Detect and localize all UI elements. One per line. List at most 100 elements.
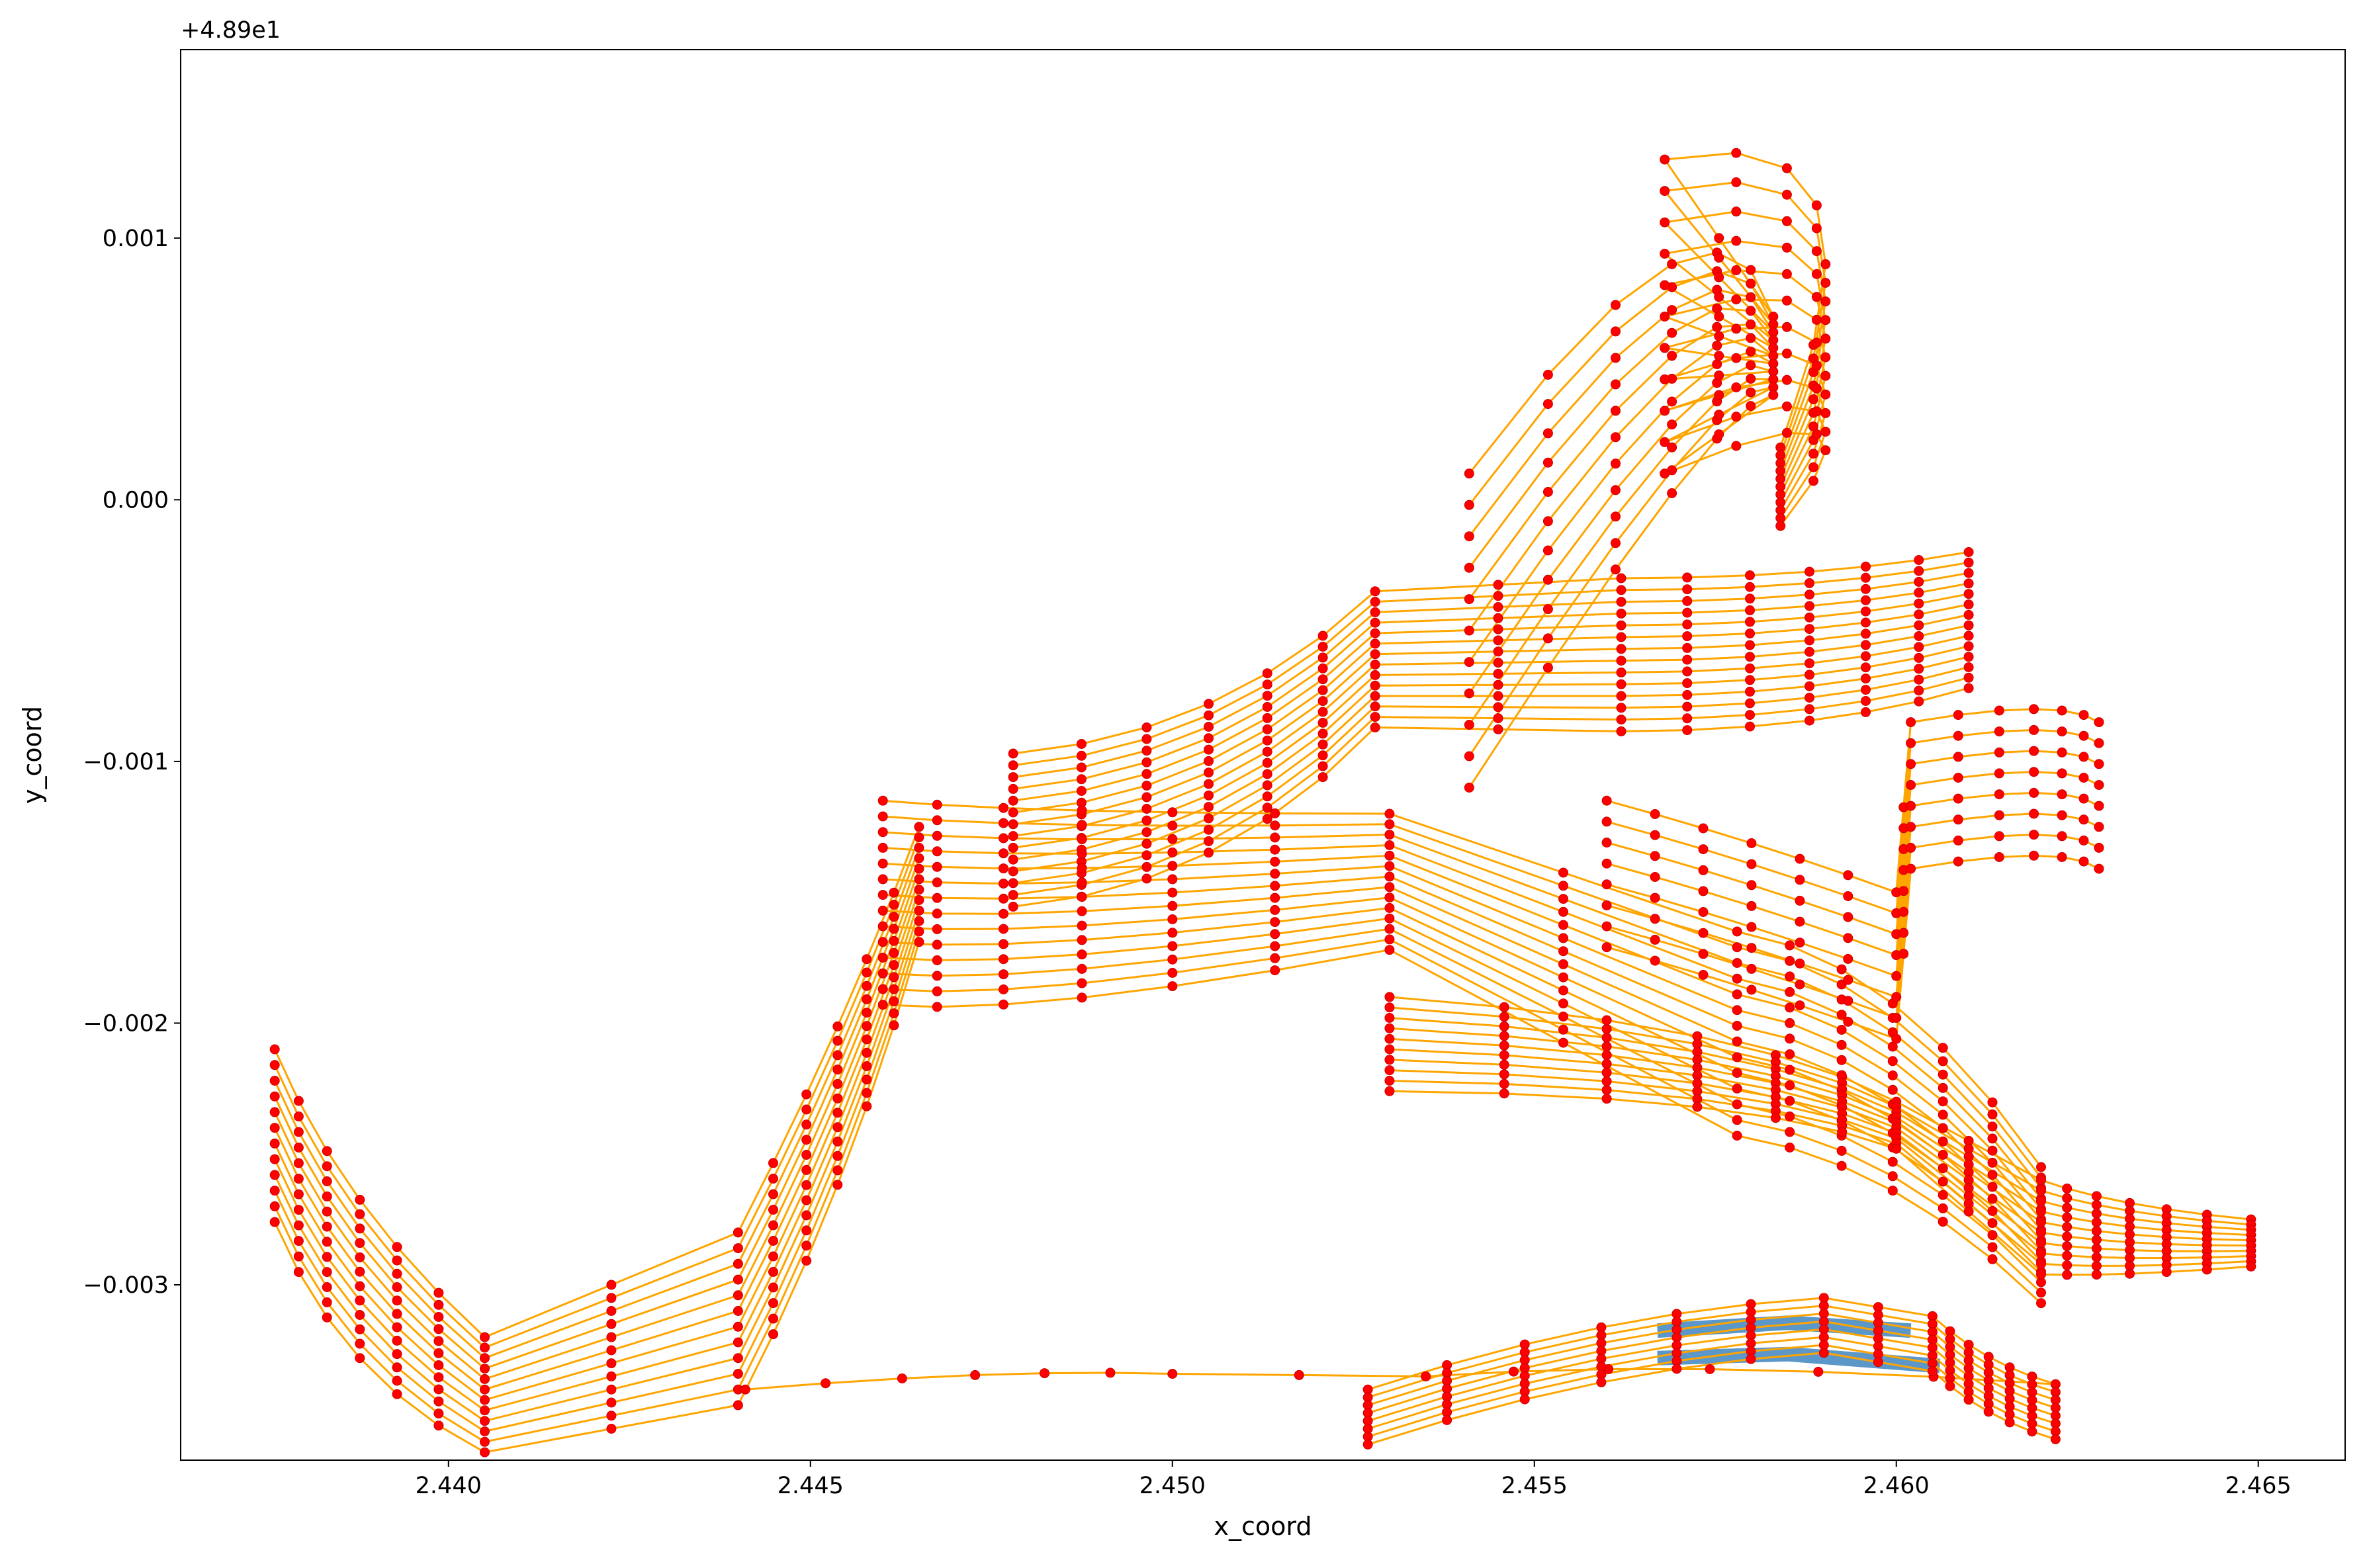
data-point: [392, 1322, 402, 1332]
data-point: [480, 1436, 490, 1447]
data-point: [932, 1002, 942, 1012]
data-point: [2091, 1199, 2102, 1210]
data-point: [1732, 1020, 1742, 1031]
data-point: [480, 1447, 490, 1458]
data-point: [1682, 619, 1693, 630]
data-point: [1384, 1055, 1395, 1065]
data-point: [1938, 1150, 1948, 1160]
data-point: [1746, 838, 1757, 848]
data-point: [293, 1220, 304, 1231]
data-point: [392, 1282, 402, 1292]
data-point: [269, 1076, 280, 1086]
data-point: [1667, 396, 1677, 407]
data-point: [1141, 734, 1152, 744]
data-point: [1861, 674, 1871, 684]
data-point: [932, 893, 942, 903]
data-point: [1611, 379, 1621, 390]
data-point: [1887, 1084, 1898, 1095]
data-point: [1442, 1415, 1452, 1425]
data-point: [1987, 1230, 1998, 1241]
series-line-upper_lanes-5: [1012, 603, 1969, 814]
data-point: [1836, 1010, 1847, 1020]
highlight-band-1: [1657, 1346, 1941, 1373]
data-point: [1805, 681, 1814, 691]
data-point: [1785, 1127, 1795, 1137]
data-point: [832, 1165, 843, 1176]
data-point: [1953, 773, 1963, 783]
data-point: [1987, 1109, 1998, 1119]
data-point: [1558, 906, 1568, 917]
data-point: [1861, 707, 1871, 717]
data-point: [1795, 979, 1805, 990]
data-point: [2091, 1208, 2102, 1219]
data-point: [2057, 705, 2067, 716]
data-point: [877, 811, 888, 822]
data-point: [862, 1034, 872, 1045]
data-point: [999, 803, 1008, 813]
data-point: [1898, 906, 1909, 917]
data-point: [2125, 1268, 2135, 1279]
data-point: [1542, 516, 1553, 527]
data-point: [2062, 1183, 2073, 1194]
data-point: [2036, 1287, 2046, 1298]
data-point: [1167, 981, 1178, 992]
data-point: [322, 1146, 332, 1156]
data-point: [1077, 892, 1087, 902]
data-point: [1262, 735, 1272, 746]
data-point: [1204, 756, 1214, 766]
data-point: [2027, 1426, 2037, 1437]
plot-area: [269, 148, 2256, 1458]
data-point: [932, 846, 942, 857]
data-point: [1384, 861, 1395, 871]
data-point: [1370, 638, 1380, 649]
data-point: [889, 984, 899, 994]
data-point: [1785, 1018, 1795, 1028]
data-point: [801, 1195, 812, 1205]
data-point: [1384, 850, 1395, 861]
data-point: [1370, 691, 1380, 701]
data-point: [322, 1252, 332, 1262]
data-point: [1542, 604, 1553, 615]
data-point: [1384, 871, 1395, 882]
data-point: [606, 1384, 617, 1395]
data-point: [1987, 1205, 1998, 1216]
x-axis-ticks: 2.440 2.445 2.450 2.455 2.460 2.465: [416, 1460, 2292, 1499]
data-point: [1861, 629, 1871, 639]
data-point: [1712, 303, 1722, 314]
data-point: [1667, 327, 1677, 338]
data-point: [1141, 815, 1152, 826]
data-point: [1963, 547, 1974, 557]
data-point: [1843, 975, 1853, 985]
data-point: [1384, 924, 1395, 934]
data-point: [1616, 691, 1627, 701]
x-tick-label: 2.440: [416, 1473, 482, 1499]
data-point: [1731, 441, 1742, 451]
data-point: [768, 1282, 778, 1293]
data-point: [733, 1321, 743, 1332]
x-tick-label: 2.455: [1501, 1473, 1568, 1499]
data-point: [1270, 844, 1280, 855]
data-point: [1781, 269, 1792, 279]
data-point: [932, 799, 942, 810]
y-axis-title: y_coord: [18, 706, 47, 804]
data-point: [433, 1372, 444, 1383]
data-point: [1914, 664, 1924, 674]
data-point: [1262, 746, 1272, 757]
data-point: [1558, 972, 1568, 982]
data-point: [1616, 597, 1627, 607]
data-point: [293, 1127, 304, 1137]
data-point: [1493, 668, 1503, 679]
data-point: [1660, 468, 1670, 479]
data-point: [1499, 1088, 1509, 1099]
data-point: [1008, 831, 1018, 842]
data-point: [2029, 724, 2039, 735]
data-point: [1805, 635, 1814, 646]
data-point: [768, 1205, 778, 1215]
data-point: [1204, 802, 1214, 812]
data-point: [1317, 685, 1328, 695]
data-point: [2029, 850, 2039, 861]
data-point: [1493, 658, 1503, 668]
data-point: [889, 996, 899, 1006]
data-point: [1732, 1005, 1742, 1016]
data-point: [1077, 920, 1087, 931]
